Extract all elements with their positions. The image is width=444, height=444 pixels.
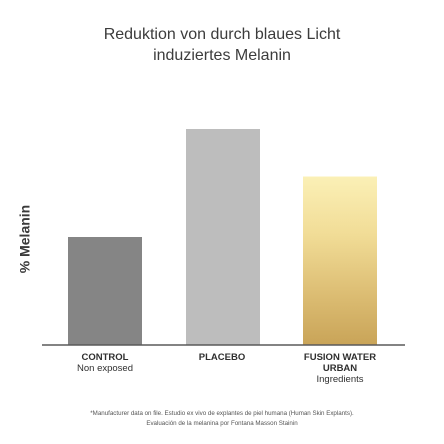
footnote: *Manufacturer data on file. Estudio ex v… [0, 409, 444, 429]
x-category-placebo: PLACEBO [172, 352, 272, 363]
bar-control [68, 237, 142, 345]
bar-fusion-water-urban [303, 176, 377, 345]
x-category-label: CONTROL [81, 352, 129, 363]
x-category-sublabel: Ingredients [316, 374, 364, 385]
y-axis-label: % Melanin [17, 205, 33, 273]
x-category-sublabel: Non exposed [77, 363, 133, 374]
x-category-fusion-water: FUSION WATER URBAN Ingredients [290, 352, 390, 385]
chart-title-line-1: Reduktion von durch blaues Licht [103, 26, 341, 43]
x-category-control: CONTROL Non exposed [55, 352, 155, 374]
footnote-line-1: *Manufacturer data on file. Estudio ex v… [90, 410, 354, 417]
x-category-label: FUSION WATER URBAN [303, 352, 377, 374]
chart-title: Reduktion von durch blaues Licht induzie… [0, 24, 444, 66]
footnote-line-2: Evaluación de la melanina por Fontana Ma… [146, 420, 298, 427]
y-axis-label-text: % Melanin [17, 205, 33, 273]
bar-placebo [186, 129, 260, 345]
chart-title-line-2: induziertes Melanin [153, 47, 291, 64]
x-category-label: PLACEBO [198, 352, 246, 363]
